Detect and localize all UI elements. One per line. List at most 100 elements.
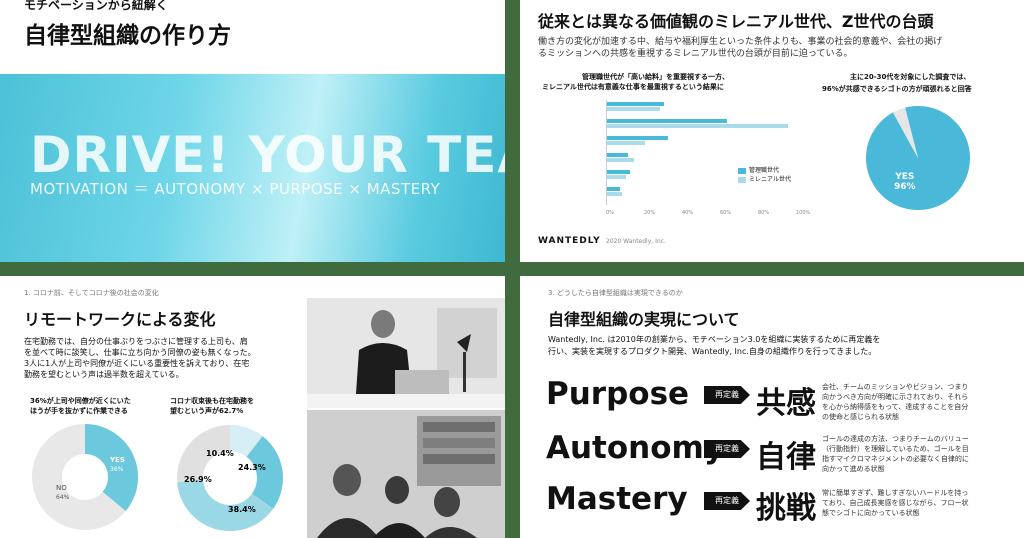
bar-group: [607, 170, 797, 180]
redefine-arrow-1: 再定義: [704, 386, 750, 404]
bar-chart: [606, 100, 797, 205]
pie-slice-other: [892, 107, 918, 158]
redefine-arrow-3: 再定義: [704, 492, 750, 510]
tick-label: 40%: [682, 210, 694, 216]
stat1-line2: ほうが手を抜かずに作業できる: [30, 407, 128, 415]
pie-label: YES 96%: [894, 172, 916, 192]
kanji-empathy: 共感: [756, 386, 816, 421]
donut1-yes-slice: [32, 424, 138, 530]
tick-label: 100%: [796, 210, 811, 216]
donut2-label-b: 24.3%: [238, 463, 266, 472]
slide3-body-line2: を並べて時に談笑し、仕事に立ち向かう同僚の姿も無くなった。: [24, 348, 256, 357]
legend-item-manager: 管理職世代: [738, 166, 791, 175]
word-mastery: Mastery: [546, 481, 688, 517]
bar-group: [607, 102, 797, 112]
slide3-body-line4: 勤務を望むという声は過半数を超えている。: [24, 370, 184, 379]
slide2-body-line2: るミッションへの共感を重視するミレニアル世代の台頭が目前に迫っている。: [538, 49, 853, 59]
slide3-kicker: 1. コロナ前、そしてコロナ後の社会の変化: [24, 289, 159, 297]
legend-swatch: [738, 176, 746, 183]
tick-label: 0%: [606, 210, 614, 216]
office-photo: [307, 298, 505, 408]
bar: [607, 102, 664, 106]
bar-legend: 管理職世代 ミレニアル世代: [738, 166, 791, 184]
bar-group: [607, 119, 797, 129]
chart2-title-line1: 主に20-30代を対象にした調査では、: [850, 73, 971, 81]
pie-label-value: 96%: [894, 182, 916, 192]
donut2-label-d: 38.4%: [228, 505, 256, 514]
chart1-title-line2: ミレニアル世代は有意義な仕事を最重視するという結果に: [542, 83, 724, 91]
kanji-autonomy: 自律: [756, 440, 816, 475]
tick-label: 20%: [644, 210, 656, 216]
hero-title: DRIVE! YOUR TEAM: [30, 126, 505, 184]
desc-autonomy: ゴールの達成の方法、つまりチームのバリュー（行動指針）を理解しているため、ゴール…: [822, 435, 969, 473]
slide-remote-work[interactable]: 1. コロナ前、そしてコロナ後の社会の変化 リモートワークによる変化 在宅勤務で…: [0, 276, 505, 538]
legend-item-millennial: ミレニアル世代: [738, 175, 791, 184]
legend-label: 管理職世代: [749, 167, 780, 174]
bar: [607, 187, 621, 191]
chart1-title-line1: 管理職世代が「高い給料」を重要視する一方、: [582, 73, 729, 81]
slide4-body-line1: Wantedly, Inc. は2010年の創業から、モチベーション3.0を組織…: [548, 335, 881, 344]
donut1-yes-label: YES: [109, 456, 125, 464]
donut2-label-c: 26.9%: [184, 475, 212, 484]
bar: [607, 158, 634, 162]
slide3-title: リモートワークによる変化: [24, 310, 216, 329]
legend-swatch: [738, 167, 746, 174]
donut1-no-value: 64%: [56, 494, 70, 501]
stat2-line1: コロナ収束後も在宅勤務を: [170, 397, 254, 405]
stat1-line1: 36%が上司や同僚が近くにいた: [30, 397, 131, 405]
pie-label-yes: YES: [895, 172, 915, 182]
slide1-kicker: モチベーションから紐解く: [24, 0, 168, 12]
donut2-slice-d: [177, 425, 283, 531]
team-photo-drawing: [307, 410, 505, 538]
bar-chart-ticks: 0% 20% 40% 60% 80% 100%: [600, 210, 810, 220]
pie-chart: [866, 106, 970, 210]
slide2-footer: 2020 Wantedly, Inc.: [606, 238, 666, 245]
bar: [607, 175, 626, 179]
bar-group: [607, 153, 797, 163]
word-purpose: Purpose: [546, 376, 690, 412]
bar: [607, 119, 727, 123]
donut2-slice-b: [177, 425, 283, 531]
redefine-arrow-2: 再定義: [704, 440, 750, 458]
tick-label: 60%: [720, 210, 732, 216]
hero-banner: DRIVE! YOUR TEAM MOTIVATION ＝ AUTONOMY ×…: [0, 74, 505, 262]
office-photo-drawing: [307, 298, 505, 408]
desc-mastery: 常に簡単すぎず、難しすぎないハードルを持っており、自己成長実感を感じながら、フロ…: [822, 489, 969, 517]
slide1-title: 自律型組織の作り方: [24, 23, 231, 49]
slide4-body-line2: 行い、実装を実現するプロダクト開発、Wantedly, Inc.自身の組織作りを…: [548, 347, 877, 356]
donut1-no-label: NO: [56, 484, 67, 492]
bar: [607, 107, 661, 111]
slide-autonomous-org[interactable]: 3. どうしたら自律型組織は実現できるのか 自律型組織の実現について Wante…: [520, 276, 1024, 538]
donut2-slice-a: [177, 425, 283, 531]
bar: [607, 124, 788, 128]
donut1-yes-value: 36%: [110, 466, 124, 473]
bar-group: [607, 187, 797, 197]
team-photo: [307, 410, 505, 538]
slide3-body-line1: 在宅勤務では、自分の仕事ぶりをつぶさに管理する上司も、肩: [24, 337, 248, 346]
slide4-title: 自律型組織の実現について: [548, 310, 740, 329]
slide-millennial-values[interactable]: 従来とは異なる価値観のミレニアル世代、Z世代の台頭 働き方の変化が加速する中、給…: [520, 0, 1024, 262]
legend-label: ミレニアル世代: [749, 176, 791, 183]
bar-group: [607, 136, 797, 146]
kanji-challenge: 挑戦: [756, 491, 816, 526]
chart2-title-line2: 96%が共感できるシゴトの方が頑張れると回答: [822, 85, 972, 93]
desc-purpose: 会社、チームのミッションやビジョン、つまり向かうべき方向が明確に示されており、そ…: [822, 383, 969, 421]
bar: [607, 136, 668, 140]
word-autonomy: Autonomy: [546, 430, 725, 466]
slide4-kicker: 3. どうしたら自律型組織は実現できるのか: [548, 289, 683, 297]
slide2-body-line1: 働き方の変化が加速する中、給与や福利厚生といった条件よりも、事業の社会的意義や、…: [538, 37, 943, 47]
slide3-body-line3: 3人に1人が上司や同僚が近くにいる重要性を訴えており、在宅: [24, 359, 250, 368]
wantedly-logo: WANTEDLY: [538, 236, 601, 246]
hero-subtitle: MOTIVATION ＝ AUTONOMY × PURPOSE × MASTER…: [30, 180, 441, 198]
bar: [607, 170, 630, 174]
slide-drive-your-team[interactable]: モチベーションから紐解く 自律型組織の作り方 DRIVE! YOUR TEAM …: [0, 0, 505, 262]
donut-chart-1: YES 36% NO 64%: [32, 424, 138, 530]
donut-chart-2: 10.4% 24.3% 26.9% 38.4%: [177, 425, 283, 531]
donut2-label-a: 10.4%: [206, 449, 234, 458]
bar: [607, 141, 645, 145]
bar: [607, 153, 628, 157]
stat2-line2: 望むという声が62.7%: [170, 407, 244, 415]
slide2-title: 従来とは異なる価値観のミレニアル世代、Z世代の台頭: [538, 12, 934, 31]
tick-label: 80%: [758, 210, 770, 216]
bar: [607, 192, 623, 196]
